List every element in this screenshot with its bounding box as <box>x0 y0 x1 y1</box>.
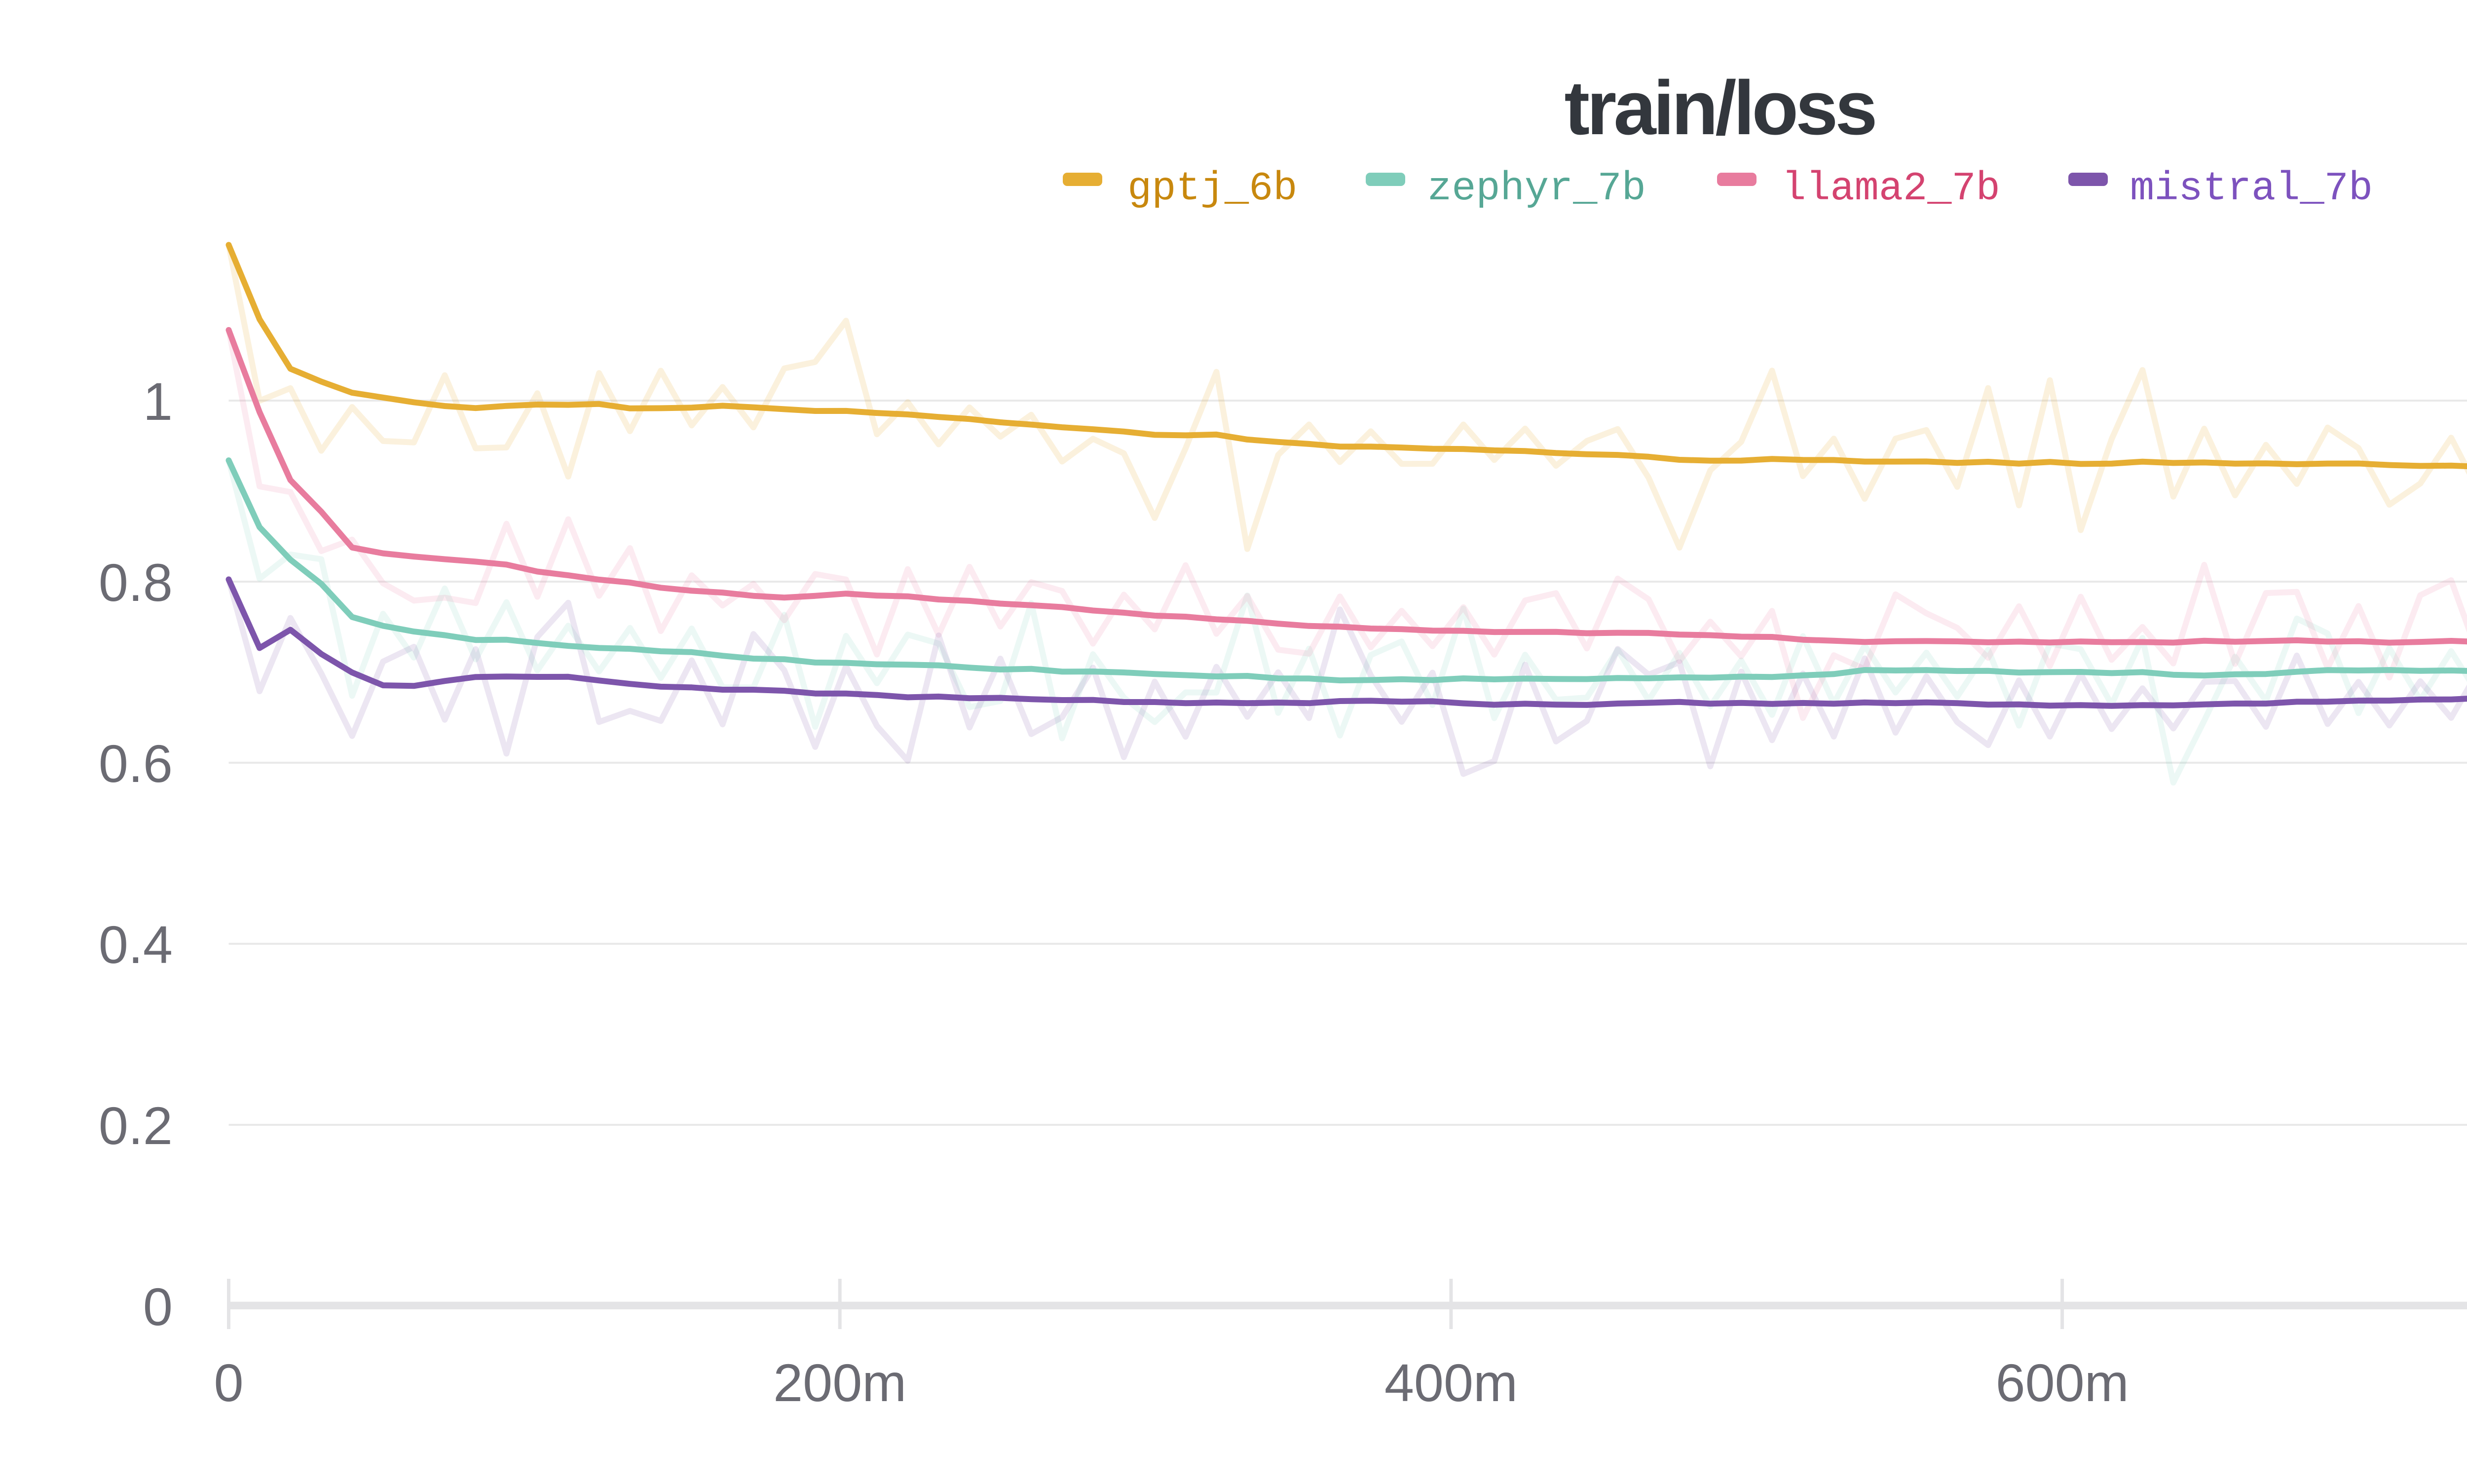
svg-text:400m: 400m <box>1384 1353 1518 1412</box>
svg-text:zephyr_7b: zephyr_7b <box>1427 166 1646 212</box>
svg-text:0.6: 0.6 <box>99 734 173 793</box>
svg-text:0.8: 0.8 <box>99 553 173 612</box>
svg-text:llama2_7b: llama2_7b <box>1782 166 2000 212</box>
svg-text:0: 0 <box>214 1353 243 1412</box>
svg-text:train/loss: train/loss <box>1564 65 1874 150</box>
svg-text:0: 0 <box>143 1277 173 1336</box>
svg-text:gptj_6b: gptj_6b <box>1127 166 1297 212</box>
svg-text:200m: 200m <box>773 1353 906 1412</box>
svg-text:0.4: 0.4 <box>99 915 173 974</box>
svg-text:600m: 600m <box>1996 1353 2129 1412</box>
svg-text:mistral_7b: mistral_7b <box>2130 166 2373 212</box>
svg-text:0.2: 0.2 <box>99 1096 173 1155</box>
svg-text:1: 1 <box>143 371 173 431</box>
